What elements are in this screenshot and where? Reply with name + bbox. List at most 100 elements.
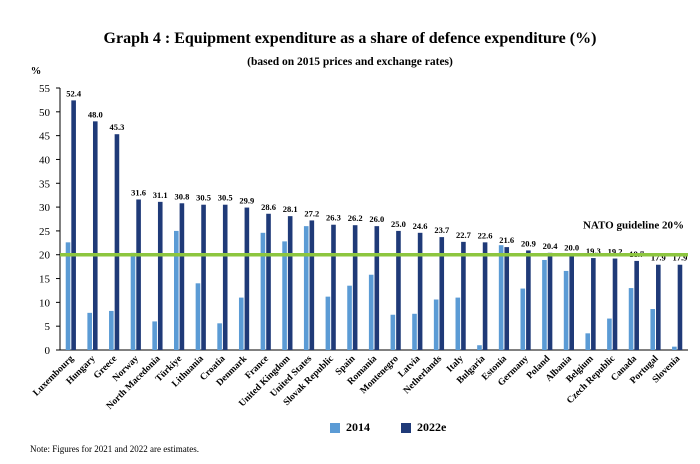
value-label: 17.9 <box>673 253 688 263</box>
y-tick-label: 5 <box>45 321 51 333</box>
bar-2022e-norway <box>136 199 141 350</box>
bar-2022e-poland <box>547 252 553 350</box>
value-label: 30.5 <box>196 193 211 203</box>
footnote: Note: Figures for 2021 and 2022 are esti… <box>30 444 199 454</box>
legend: 2014 2022e <box>330 420 474 437</box>
bar-2022e-hungary <box>92 121 98 350</box>
value-label: 20.4 <box>543 241 559 251</box>
value-label: 45.3 <box>110 122 125 132</box>
y-axis-unit-label: % <box>31 66 42 77</box>
bar-2022e-italy <box>461 241 466 350</box>
bar-2022e-denmark <box>244 207 250 350</box>
bar-2022e-belgium <box>591 258 596 350</box>
value-label: 30.8 <box>174 191 189 201</box>
value-label: 25.0 <box>391 219 406 229</box>
y-tick-label: 50 <box>39 107 51 119</box>
bar-2022e-germany <box>526 250 531 350</box>
y-tick-label: 55 <box>39 83 51 95</box>
bar-2022e-montenegro <box>396 230 401 350</box>
bar-2022e-france <box>266 213 271 350</box>
bar-2014-united-states <box>303 226 309 350</box>
bar-2022e-greece <box>114 134 120 350</box>
value-label: 20.0 <box>564 243 579 253</box>
bar-2014-latvia <box>412 313 417 350</box>
value-label: 52.4 <box>66 88 82 98</box>
bar-2014-netherlands <box>433 299 439 350</box>
value-label: 26.2 <box>348 213 363 223</box>
value-label: 24.6 <box>413 221 428 231</box>
value-label: 29.9 <box>239 196 254 206</box>
bar-2022e-spain <box>352 225 358 350</box>
bar-2014-bulgaria <box>477 345 482 350</box>
value-label: 17.9 <box>651 253 666 263</box>
bar-2014-albania <box>563 270 569 350</box>
y-tick-label: 30 <box>39 202 51 214</box>
value-label: 30.5 <box>218 193 233 203</box>
legend-label-2022e: 2022e <box>417 420 447 434</box>
bar-2022e-estonia <box>504 247 510 350</box>
y-tick-label: 35 <box>39 178 51 190</box>
value-label: 22.7 <box>456 230 472 240</box>
bar-2022e-czech-republic <box>612 258 618 350</box>
bar-2022e-north-macedonia <box>157 201 163 350</box>
bar-2014-romania <box>368 274 374 350</box>
y-tick-label: 20 <box>39 250 51 262</box>
bar-2014-lithuania <box>195 283 201 350</box>
chart-title: Graph 4 : Equipment expenditure as a sha… <box>103 30 597 47</box>
bar-2014-czech-republic <box>607 318 612 350</box>
legend-swatch-2022e <box>401 422 411 433</box>
y-tick-label: 40 <box>39 154 51 166</box>
y-tick-label: 10 <box>39 297 51 309</box>
bar-2014-canada <box>628 288 634 350</box>
bar-2014-united-kingdom <box>282 241 287 350</box>
y-axis: 0 5 10 15 20 25 30 35 40 45 50 55 <box>39 83 688 357</box>
value-label: 28.6 <box>261 202 276 212</box>
bar-2014-denmark <box>238 297 244 350</box>
bar-2022e-latvia <box>417 232 423 350</box>
value-label: 21.6 <box>499 235 514 245</box>
bar-2022e-lithuania <box>201 204 206 350</box>
value-label: 22.6 <box>478 230 493 240</box>
bar-2014-hungary <box>87 312 92 350</box>
y-tick-label: 0 <box>45 345 51 357</box>
bar-2014-germany <box>520 288 526 350</box>
bar-2014-portugal <box>650 309 656 350</box>
bar-2014-croatia <box>217 323 222 350</box>
value-label: 26.3 <box>326 213 341 223</box>
bar-2014-spain <box>347 285 352 350</box>
value-label: 31.1 <box>153 190 168 200</box>
bar-2022e-romania <box>374 226 380 350</box>
value-label: 23.7 <box>434 225 450 235</box>
value-label: 27.2 <box>304 208 319 218</box>
value-label: 20.9 <box>521 238 536 248</box>
bar-2014-greece <box>109 310 114 350</box>
bar-2022e-t-rkiye <box>179 203 185 350</box>
legend-label-2014: 2014 <box>346 420 370 434</box>
value-label: 28.1 <box>283 204 298 214</box>
bars-group <box>65 100 683 350</box>
bar-2014-italy <box>455 297 461 350</box>
bar-2022e-bulgaria <box>482 242 488 350</box>
bar-2014-estonia <box>498 245 504 350</box>
legend-item-2014: 2014 <box>330 420 370 435</box>
bar-2022e-slovenia <box>677 264 683 350</box>
legend-item-2022e: 2022e <box>401 420 446 435</box>
value-label: 26.0 <box>369 214 384 224</box>
bar-2014-slovak-republic <box>325 296 331 350</box>
bar-2014-poland <box>542 259 547 350</box>
value-label: 19.3 <box>586 246 601 256</box>
bar-2022e-slovak-republic <box>331 224 336 350</box>
value-label: 48.0 <box>88 109 103 119</box>
bar-2014-belgium <box>585 333 591 350</box>
bar-2014-france <box>260 232 266 350</box>
bar-2014-slovenia <box>672 346 677 350</box>
bar-2022e-united-states <box>309 220 315 350</box>
bar-2014-norway <box>130 252 136 350</box>
value-label: 31.6 <box>131 187 146 197</box>
bar-2022e-portugal <box>656 264 661 350</box>
bar-2022e-croatia <box>222 204 228 350</box>
chart-subtitle: (based on 2015 prices and exchange rates… <box>247 56 453 68</box>
legend-swatch-2014 <box>330 422 340 433</box>
